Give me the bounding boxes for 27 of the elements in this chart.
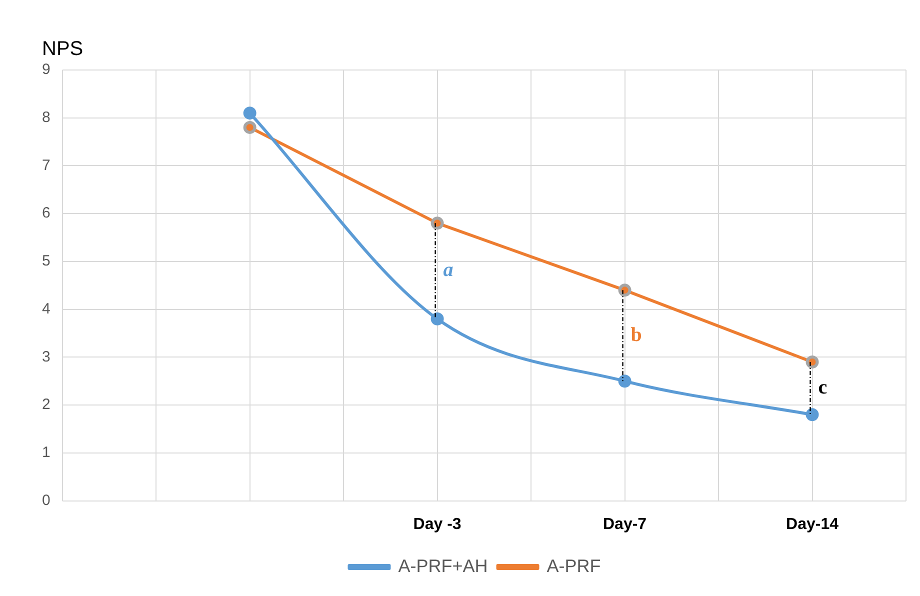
y-tick-label: 3 <box>42 348 50 366</box>
y-tick-label: 7 <box>42 156 50 174</box>
annotation: a <box>443 259 454 282</box>
point <box>243 106 256 120</box>
y-tick-label: 5 <box>42 252 50 270</box>
y-tick-label: 0 <box>42 492 50 509</box>
x-tick-label: Day -3 <box>413 516 462 533</box>
point <box>806 355 819 368</box>
legend-label: A-PRF+AH <box>398 556 488 576</box>
y-tick-label: 6 <box>42 204 50 222</box>
y-axis-title: NPS <box>42 38 84 61</box>
y-tick-label: 9 <box>42 61 50 78</box>
point <box>243 120 256 134</box>
point <box>618 284 632 297</box>
point <box>430 312 444 326</box>
y-tick-label: 1 <box>42 444 50 462</box>
point <box>806 408 819 422</box>
annotation: b <box>630 324 642 346</box>
y-tick-label: 2 <box>42 396 50 414</box>
point <box>430 216 444 230</box>
x-tick-label: Day-14 <box>786 516 839 533</box>
annotation: c <box>818 376 828 398</box>
x-tick-label: Day-7 <box>602 516 647 533</box>
y-tick-label: 4 <box>42 300 50 318</box>
y-tick-label: 8 <box>42 109 50 126</box>
point <box>618 374 632 388</box>
legend-label: A-PRF <box>546 556 601 576</box>
